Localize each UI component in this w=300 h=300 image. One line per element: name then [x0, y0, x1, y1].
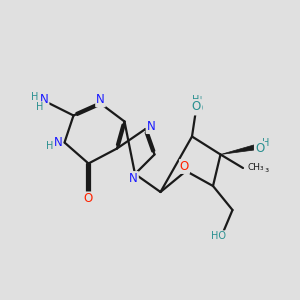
Text: H: H	[36, 102, 43, 112]
Text: CH₃: CH₃	[248, 164, 264, 172]
Polygon shape	[220, 144, 257, 154]
Text: CH₃: CH₃	[251, 164, 269, 175]
Text: HO: HO	[212, 231, 226, 241]
Text: N: N	[40, 93, 49, 106]
Text: O: O	[194, 101, 202, 115]
Text: N: N	[53, 136, 62, 149]
Text: N: N	[146, 120, 155, 133]
Text: O: O	[192, 100, 201, 113]
Text: H: H	[192, 95, 200, 105]
Text: O: O	[84, 192, 93, 206]
Text: O: O	[180, 160, 189, 173]
Text: O: O	[255, 142, 264, 155]
Text: H: H	[46, 141, 54, 151]
Text: H: H	[195, 96, 203, 106]
Text: N: N	[96, 93, 105, 106]
Text: N: N	[129, 172, 138, 185]
Text: H: H	[262, 138, 270, 148]
Text: H: H	[32, 92, 39, 103]
